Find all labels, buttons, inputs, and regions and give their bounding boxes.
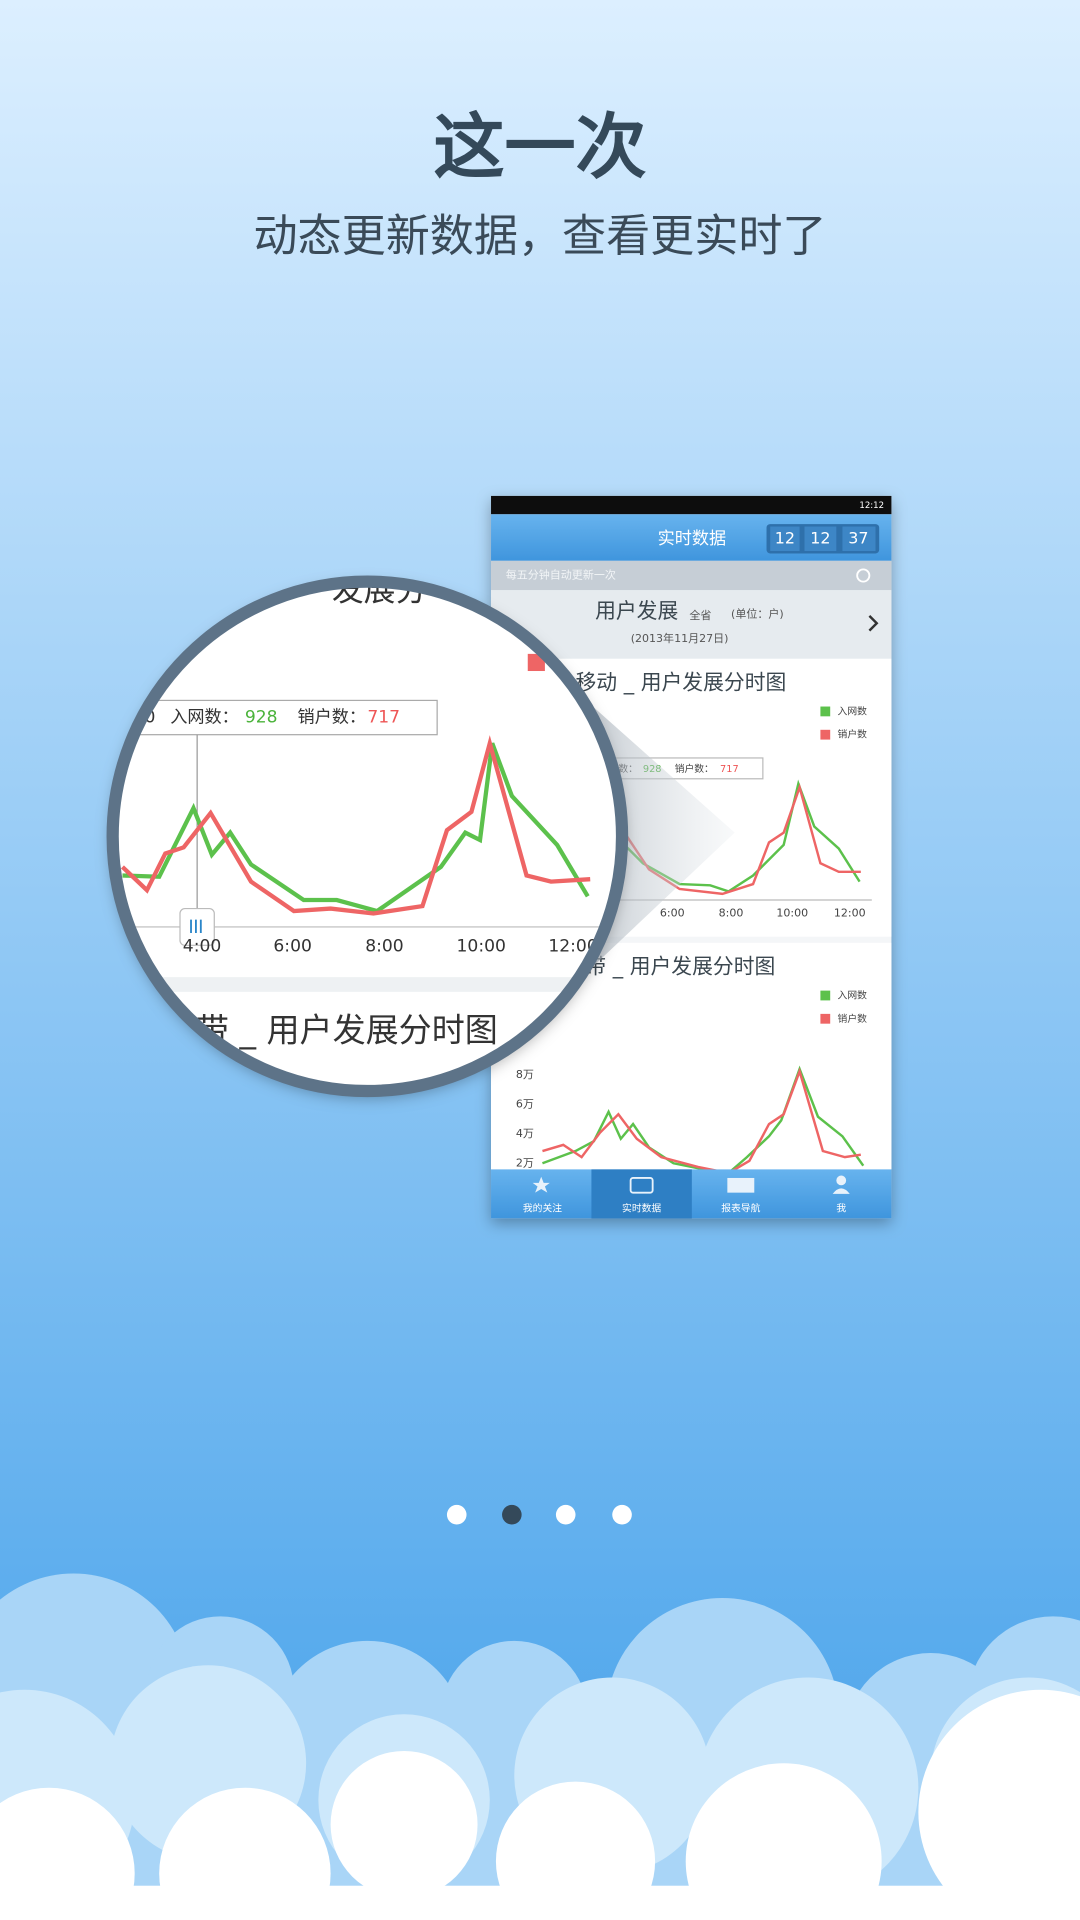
tooltip-prefix: 0 [144,708,155,728]
magnifier-heading: 发展分 [332,570,428,608]
y-tick-label: 4万 [516,1127,534,1140]
tooltip-value: 717 [720,764,739,775]
tab[interactable]: 报表导航 [721,1202,760,1215]
chart1-title: 移动 _ 用户发展分时图 [576,670,787,694]
x-tick-label: 8:00 [719,906,744,919]
x-tick-label: 12:00 [548,937,597,957]
tab[interactable]: 我 [836,1203,846,1215]
x-tick-label: 6:00 [660,906,685,919]
status-time: 12:12 [859,501,884,511]
x-tick-label: 10:00 [776,906,808,919]
tab[interactable]: 实时数据 [622,1202,661,1215]
tab[interactable]: 我的关注 [523,1202,562,1215]
clouds [0,1573,1080,1920]
x-tick-label: 6:00 [273,937,311,957]
subtitle: 动态更新数据，查看更实时了 [253,211,826,262]
section-unit: (单位：户) [731,607,784,621]
x-tick-label: 12:00 [834,906,866,919]
header: 实时数据 [658,529,727,549]
chart2-title: 带 _ 用户发展分时图 [585,954,775,978]
magnifier: 发展分 0 入网数： 928 销户数： 717 4:00 6:00 8:00 1… [106,570,629,1098]
x-tick-label: 4:00 [183,937,221,957]
y-tick-label: 2万 [516,1156,534,1169]
legend-in: 入网数 [838,989,868,1002]
notice: 每五分钟自动更新一次 [506,568,616,582]
title: 这一次 [433,105,646,188]
clock-minute: 12 [810,528,830,547]
clock-hour: 12 [775,528,795,547]
tooltip-label: 销户数： [298,708,366,728]
section-title: 用户发展 [595,599,678,623]
x-tick-label: 10:00 [457,937,506,957]
tooltip-value: 717 [367,708,400,728]
tooltip-label: 入网数： [170,708,239,728]
section-scope: 全省 [689,608,711,622]
legend-out: 销户数 [838,728,868,741]
legend-out: 销户数 [838,1012,868,1025]
page-indicator [446,1504,632,1525]
section-date: (2013年11月27日) [631,631,729,645]
magnifier-next-title: 带 _ 用户发展分时图 [196,1011,498,1050]
x-tick-label: 8:00 [365,937,403,957]
y-tick-label: 6万 [516,1097,534,1110]
legend-in: 入网数 [838,704,868,717]
y-tick-label: 8万 [516,1068,534,1081]
clock-second: 37 [848,528,868,547]
tooltip-label: 销户数： [675,762,714,775]
tooltip-value: 928 [245,708,278,728]
